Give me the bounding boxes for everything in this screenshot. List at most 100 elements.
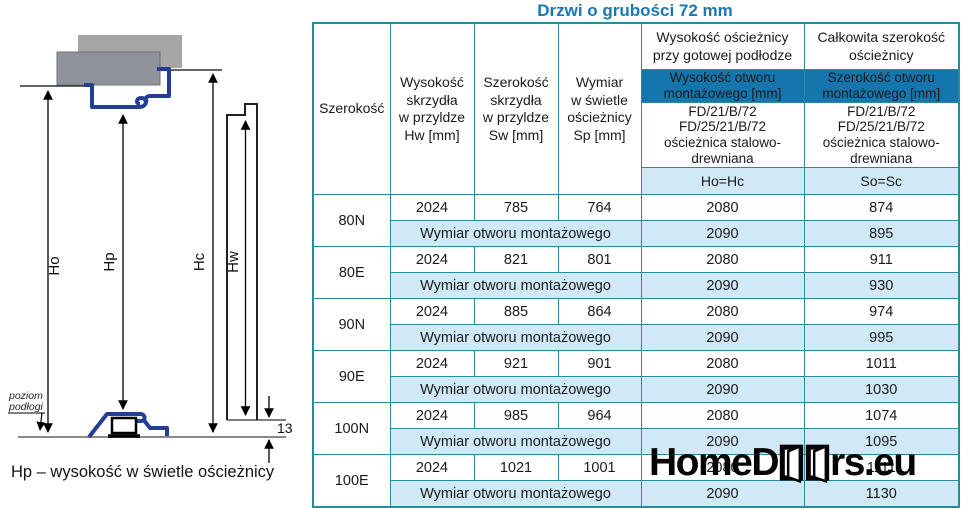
value-sp: 1001 xyxy=(557,454,642,482)
value-sw: 921 xyxy=(473,350,559,378)
header-row-top: Szerokość Wysokość skrzydła w przyldze H… xyxy=(312,22,960,196)
value-so: 911 xyxy=(803,246,960,274)
col-header-so-top: Całkowita szerokość ościeżnicy xyxy=(803,22,960,70)
col-header-ho-eq: Ho=Hc xyxy=(640,167,805,196)
dim-label-ho: Ho xyxy=(46,256,63,275)
value-so: 974 xyxy=(803,298,960,326)
value-ho: 2080 xyxy=(640,246,805,274)
table-row: 80E 2024 821 801 2080 911 xyxy=(312,246,960,300)
value-sw: 985 xyxy=(473,402,559,430)
value-so-mount: 1130 xyxy=(803,480,960,508)
table-row: Wymiar otworu montażowego 2090 1095 xyxy=(313,428,960,456)
dim-label-hc: Hc xyxy=(191,252,208,271)
spec-table: Szerokość Wysokość skrzydła w przyldze H… xyxy=(312,22,960,508)
value-so-mount: 895 xyxy=(803,220,960,248)
col-header-so-eq: So=Sc xyxy=(803,167,960,196)
value-so-mount: 995 xyxy=(803,324,960,352)
value-ho-mount: 2090 xyxy=(640,272,805,300)
floor-level-label-line2: podłogi xyxy=(8,401,44,413)
size-label: 80N xyxy=(312,194,391,248)
col-header-ho-bar: Wysokość otworu montażowego [mm] xyxy=(640,68,805,104)
sub-row-label: Wymiar otworu montażowego xyxy=(389,324,642,352)
header-row-blue: Wysokość otworu montażowego [mm] Szeroko… xyxy=(313,68,960,104)
size-label: 100E xyxy=(312,454,391,508)
value-sw: 785 xyxy=(473,194,559,222)
wall-block-front xyxy=(56,51,161,86)
value-so-mount: 930 xyxy=(803,272,960,300)
value-sp: 764 xyxy=(557,194,642,222)
value-ho: 2080 xyxy=(640,298,805,326)
value-hw: 2024 xyxy=(389,246,475,274)
sub-row-label: Wymiar otworu montażowego xyxy=(389,220,642,248)
size-label: 90N xyxy=(312,298,391,352)
value-hw: 2024 xyxy=(389,298,475,326)
logo-text-suffix: rs.eu xyxy=(830,440,917,484)
header-row-eq: Ho=Hc So=Sc xyxy=(313,167,960,196)
value-hw: 2024 xyxy=(389,402,475,430)
frame-head-profile xyxy=(84,83,148,109)
value-so-mount: 1030 xyxy=(803,376,960,404)
value-ho: 2080 xyxy=(640,402,805,430)
dim-label-hp: Hp xyxy=(101,252,118,271)
table-row: 80N 2024 785 764 2080 874 xyxy=(312,194,960,248)
table-row: Wymiar otworu montażowego 2090 895 xyxy=(313,220,960,248)
door-leaf-profile xyxy=(226,103,258,420)
col-header-so-fd: FD/21/B/72 FD/25/21/B/72 ościeżnica stal… xyxy=(803,102,960,169)
value-ho: 2080 xyxy=(640,194,805,222)
sub-row-label: Wymiar otworu montażowego xyxy=(389,428,642,456)
value-sp: 901 xyxy=(557,350,642,378)
value-so: 1111 xyxy=(803,454,960,482)
value-sw: 1021 xyxy=(473,454,559,482)
table-row: Wymiar otworu montażowego 2090 1130 xyxy=(313,480,960,508)
table-row: 90N 2024 885 864 2080 974 xyxy=(312,298,960,352)
value-so: 1074 xyxy=(803,402,960,430)
value-ho-mount: 2090 xyxy=(640,220,805,248)
col-header-sw: Szerokość skrzydła w przyldze Sw [mm] xyxy=(473,22,559,196)
table-row: Wymiar otworu montażowego 2090 1030 xyxy=(313,376,960,404)
open-door-icon xyxy=(805,444,830,483)
dim-label-hw: Hw xyxy=(225,251,242,273)
page-title: Drzwi o grubości 72 mm xyxy=(537,1,733,20)
value-sw: 885 xyxy=(473,298,559,326)
table-row: Wymiar otworu montażowego 2090 930 xyxy=(313,272,960,300)
value-so: 1011 xyxy=(803,350,960,378)
table-row: Wymiar otworu montażowego 2090 995 xyxy=(313,324,960,352)
threshold-profile xyxy=(87,412,169,439)
table-row: 100N 2024 985 964 2080 1074 xyxy=(312,402,960,456)
value-ho: 2080 xyxy=(640,350,805,378)
size-label: 80E xyxy=(312,246,391,300)
value-ho-mount: 2090 xyxy=(640,428,805,456)
spec-table-container: Szerokość Wysokość skrzydła w przyldze H… xyxy=(312,22,960,508)
leaf-bottom-section xyxy=(110,416,138,435)
value-sp: 801 xyxy=(557,246,642,274)
col-header-szerokosc: Szerokość xyxy=(312,22,391,196)
value-ho-mount: 2090 xyxy=(640,376,805,404)
open-door-icon xyxy=(779,444,804,483)
logo-text-prefix: HomeD xyxy=(649,440,780,484)
value-sp: 964 xyxy=(557,402,642,430)
size-label: 90E xyxy=(312,350,391,404)
col-header-hw: Wysokość skrzydła w przyldze Hw [mm] xyxy=(389,22,475,196)
sub-row-label: Wymiar otworu montażowego xyxy=(389,480,642,508)
value-ho-mount: 2090 xyxy=(640,324,805,352)
table-row: 90E 2024 921 901 2080 1011 xyxy=(312,350,960,404)
value-hw: 2024 xyxy=(389,350,475,378)
floor-label-leader xyxy=(36,412,46,431)
header-row-fd: FD/21/B/72 FD/25/21/B/72 ościeżnica stal… xyxy=(313,102,960,169)
value-sp: 864 xyxy=(557,298,642,326)
gap-dimension-label: 13 xyxy=(277,420,293,436)
value-so: 874 xyxy=(803,194,960,222)
diagram-caption: Hp – wysokość w świetle ościeżnicy xyxy=(11,463,275,481)
col-header-ho-fd: FD/21/B/72 FD/25/21/B/72 ościeżnica stal… xyxy=(640,102,805,169)
sub-row-label: Wymiar otworu montażowego xyxy=(389,376,642,404)
value-so-mount: 1095 xyxy=(803,428,960,456)
sub-row-label: Wymiar otworu montażowego xyxy=(389,272,642,300)
col-header-ho-top: Wysokość ościeżnicy przy gotowej podłodz… xyxy=(640,22,805,70)
col-header-sp: Wymiar w świetle ościeżnicy Sp [mm] xyxy=(557,22,642,196)
door-frame-diagram: 13 Ho Hp Hc Hw poziom podłogi Hp – wysok… xyxy=(8,35,293,481)
col-header-so-bar: Szerokość otworu montażowego [mm] xyxy=(803,68,960,104)
size-label: 100N xyxy=(312,402,391,456)
value-ho: 2080 xyxy=(640,454,805,482)
watermark-logo: HomeD rs.eu xyxy=(649,440,917,484)
frame-head-profile-right xyxy=(143,67,171,104)
